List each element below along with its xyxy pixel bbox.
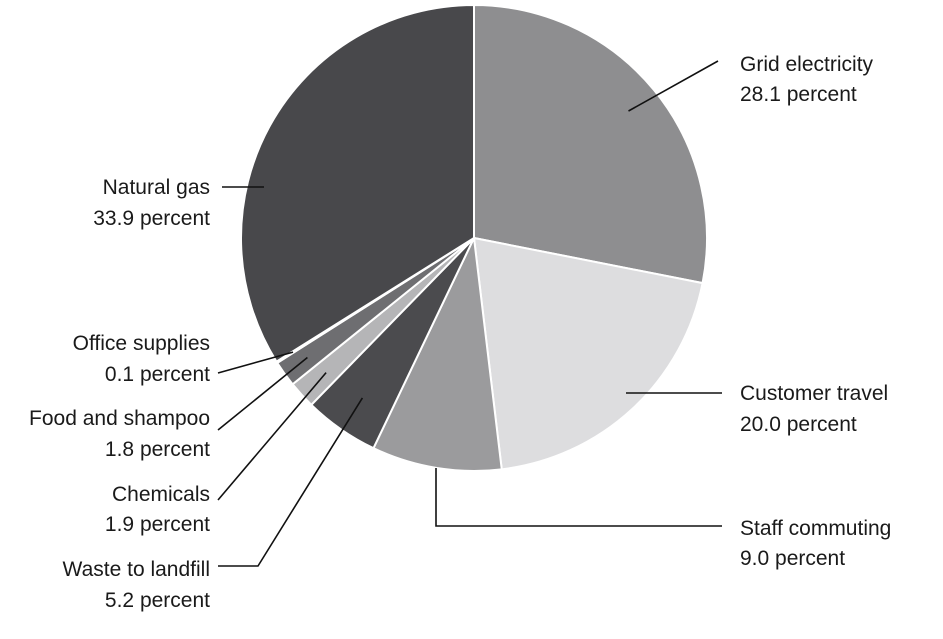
slice-percent-food-and-shampoo: 1.8 percent bbox=[105, 438, 210, 461]
slice-name-customer-travel: Customer travel bbox=[740, 382, 888, 405]
pie-slices bbox=[240, 3, 708, 472]
slice-labels: Grid electricity 28.1 percent Customer t… bbox=[29, 53, 891, 612]
slice-name-waste-to-landfill: Waste to landfill bbox=[63, 558, 210, 581]
slice-name-chemicals: Chemicals bbox=[112, 483, 210, 506]
leader-lines bbox=[217, 60, 722, 567]
leader-line-waste-to-landfill bbox=[218, 397, 364, 567]
slice-percent-natural-gas: 33.9 percent bbox=[93, 207, 210, 230]
leader-line-food-and-shampoo bbox=[217, 356, 308, 431]
slice-percent-grid-electricity: 28.1 percent bbox=[740, 83, 857, 106]
pie-slice-customer-travel bbox=[472, 236, 704, 471]
leader-line-office-supplies bbox=[217, 351, 294, 374]
slice-name-food-and-shampoo: Food and shampoo bbox=[29, 407, 210, 430]
slice-name-grid-electricity: Grid electricity bbox=[740, 53, 874, 76]
pie-slice-natural-gas bbox=[240, 3, 475, 363]
leader-line-staff-commuting bbox=[435, 468, 722, 527]
pie-slice-staff-commuting bbox=[372, 234, 503, 472]
slice-percent-office-supplies: 0.1 percent bbox=[105, 363, 210, 386]
slice-percent-staff-commuting: 9.0 percent bbox=[740, 547, 845, 570]
slice-percent-waste-to-landfill: 5.2 percent bbox=[105, 589, 210, 612]
slice-percent-customer-travel: 20.0 percent bbox=[740, 413, 857, 436]
slice-name-natural-gas: Natural gas bbox=[103, 176, 210, 199]
pie-slice-grid-electricity bbox=[473, 3, 708, 285]
slice-percent-chemicals: 1.9 percent bbox=[105, 513, 210, 536]
leader-line-grid-electricity bbox=[628, 60, 719, 112]
slice-name-office-supplies: Office supplies bbox=[73, 332, 210, 355]
slice-name-staff-commuting: Staff commuting bbox=[740, 517, 891, 540]
leader-line-chemicals bbox=[217, 372, 327, 501]
